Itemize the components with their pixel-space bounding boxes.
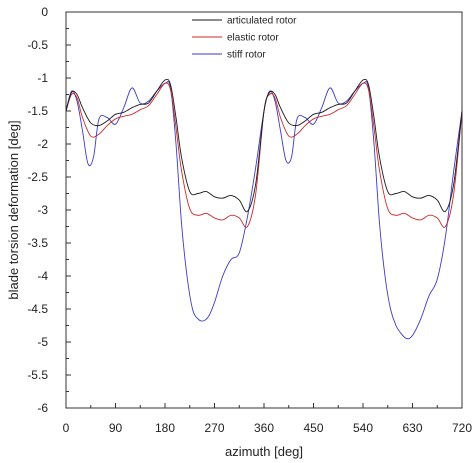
y-tick-label: -0.5 [27, 38, 48, 52]
x-tick-label: 90 [109, 421, 123, 435]
y-tick-label: -2 [37, 137, 48, 151]
y-tick-label: -4.5 [27, 302, 48, 316]
x-tick-label: 180 [155, 421, 175, 435]
x-axis-title: azimuth [deg] [225, 444, 303, 459]
series-line-articulated-rotor [65, 78, 463, 213]
legend-label-stiff-rotor: stiff rotor [227, 50, 266, 61]
y-axis: 0 -0.5 -1 -1.5 -2 -2.5 -3 -3.5 -4 -4.5 -5 -5.5 -6 [27, 5, 71, 415]
y-tick-label: -3 [37, 203, 48, 217]
y-tick-label: -3.5 [27, 236, 48, 250]
y-tick-label: -1.5 [27, 104, 48, 118]
x-tick-label: 450 [303, 421, 323, 435]
x-tick-label: 720 [452, 421, 472, 435]
x-axis: 0 90 180 270 360 450 540 630 720 [63, 403, 472, 435]
plot-frame [65, 11, 463, 409]
y-tick-label: -2.5 [27, 170, 48, 184]
x-tick-label: 540 [353, 421, 373, 435]
legend-label-elastic-rotor: elastic rotor [227, 33, 279, 44]
y-axis-title: blade torsion deformation [deg] [6, 120, 21, 299]
x-tick-label: 0 [63, 421, 70, 435]
series-line-stiff-rotor [65, 81, 463, 340]
legend: articulated rotor elastic rotor stiff roto… [192, 16, 297, 61]
x-tick-label: 630 [402, 421, 422, 435]
y-tick-label: -6 [37, 401, 48, 415]
y-tick-label: -5.5 [27, 368, 48, 382]
x-tick-label: 360 [254, 421, 274, 435]
x-tick-label: 270 [204, 421, 224, 435]
y-tick-label: -5 [37, 335, 48, 349]
series-layer [65, 78, 463, 340]
y-tick-label: -4 [37, 269, 48, 283]
y-tick-label: 0 [41, 5, 48, 19]
y-tick-label: -1 [37, 71, 48, 85]
legend-label-articulated-rotor: articulated rotor [227, 16, 297, 27]
